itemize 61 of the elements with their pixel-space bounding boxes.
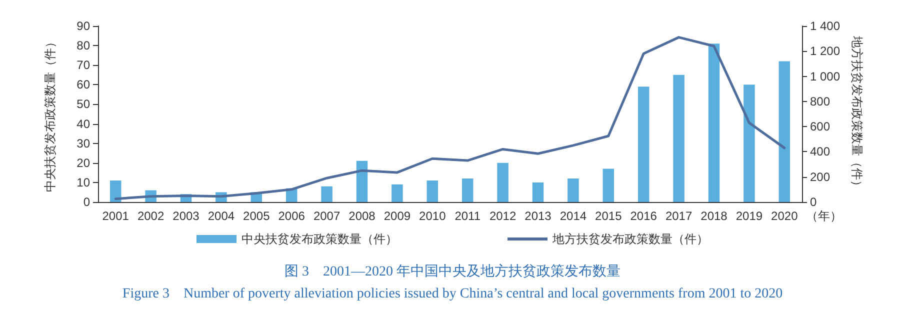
x-tick-label: 2015 [595,209,622,223]
bar [673,74,684,202]
x-tick-label: 2018 [700,209,728,223]
y2-axis-title: 地方扶贫发布政策数量（件） [850,35,864,192]
x-tick-label: 2008 [348,209,376,223]
y2-tick-label: 800 [810,94,830,108]
y2-tick-label: 1 400 [810,19,840,33]
x-tick-label: 2002 [137,209,164,223]
y2-tick-label: 1 000 [810,69,840,84]
x-tick-label: 2017 [665,209,692,223]
x-tick-label: 2006 [278,209,306,223]
bar [392,184,403,202]
bar [638,86,650,202]
y2-tick-label: 600 [810,120,830,134]
bar [708,44,720,202]
y-tick-label: 80 [76,38,90,53]
y-tick-label: 0 [83,195,90,209]
x-tick-label: 2004 [208,209,235,223]
bar [426,180,438,202]
y2-tick-label: 200 [810,170,830,184]
legend-label: 地方扶贫发布政策数量（件） [552,232,708,246]
x-tick-label: 2001 [102,209,130,223]
y-tick-label: 90 [76,19,90,33]
bar [602,168,614,202]
x-tick-label: 2014 [560,209,587,223]
x-tick-label: 2005 [243,209,270,223]
text: 图 3 2001—2020 年中国中央及地方扶贫政策发布数量 [284,264,620,280]
x-tick-label: 2016 [630,209,658,223]
bar [532,182,544,202]
x-tick-label: 2013 [524,209,552,223]
y-tick-label: 20 [76,156,90,170]
x-tick-label: 2009 [384,209,411,223]
y-tick-label: 70 [76,58,90,72]
line-series [114,36,786,200]
y-axis-title: 中央扶贫发布政策数量（件） [43,36,57,192]
bar [778,61,790,202]
x-tick-label: 2007 [313,209,340,223]
y-tick-label: 10 [76,175,90,190]
bar [744,84,755,202]
y2-tick-label: 400 [810,144,830,159]
bar [321,186,332,202]
bar [356,160,368,202]
x-tick-label: 2020 [771,209,798,223]
x-tick-label: 2012 [489,209,516,223]
y2-tick-label: 0 [810,195,817,209]
x-tick-label: 2019 [736,209,763,223]
bar [462,178,474,202]
x-tick-label: 2010 [419,209,446,223]
y-tick-label: 50 [76,97,90,112]
x-axis-title: （年） [806,209,842,223]
bar [497,162,508,202]
x-tick-label: 2011 [454,209,481,223]
y-tick-label: 30 [76,136,90,150]
x-tick-label: 2003 [172,209,200,223]
y2-tick-label: 1 200 [810,44,840,58]
bar [568,178,579,202]
y-tick-label: 40 [76,116,90,131]
bar [110,180,122,202]
legend-label: 中央扶贫发布政策数量（件） [242,232,398,246]
text: Figure 3 Number of poverty alleviation policies issued by China’s central and local governments from 2001 to 2020 [122,286,783,302]
y-tick-label: 60 [76,78,90,92]
